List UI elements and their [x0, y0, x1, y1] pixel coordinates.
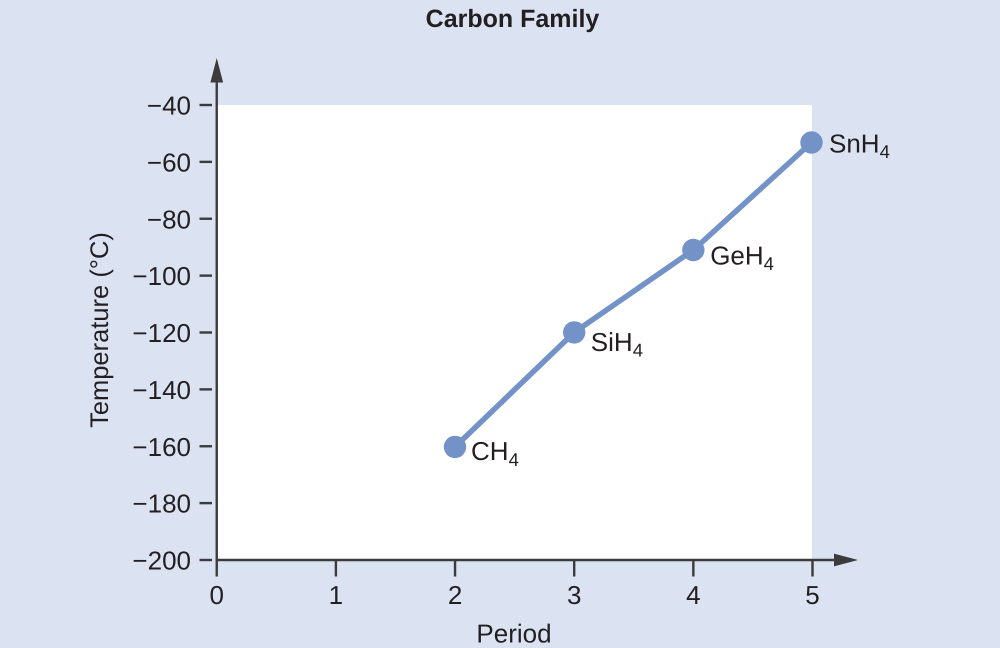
svg-text:−100: −100 — [132, 261, 191, 291]
svg-text:−140: −140 — [132, 375, 191, 405]
svg-text:−80: −80 — [147, 204, 191, 234]
svg-text:GeH4: GeH4 — [710, 241, 774, 275]
svg-text:−60: −60 — [147, 147, 191, 177]
svg-text:1: 1 — [329, 580, 343, 610]
svg-text:5: 5 — [805, 580, 819, 610]
svg-text:−180: −180 — [132, 489, 191, 519]
svg-text:−200: −200 — [132, 546, 191, 576]
svg-text:−120: −120 — [132, 318, 191, 348]
svg-text:3: 3 — [567, 580, 581, 610]
svg-text:Period: Period — [476, 619, 551, 648]
svg-text:−40: −40 — [147, 91, 191, 121]
svg-text:2: 2 — [448, 580, 462, 610]
svg-text:Carbon Family: Carbon Family — [426, 5, 600, 33]
svg-text:4: 4 — [686, 580, 700, 610]
svg-text:−160: −160 — [132, 432, 191, 462]
svg-text:0: 0 — [210, 580, 224, 610]
svg-text:SnH4: SnH4 — [829, 129, 890, 163]
svg-text:Temperature (°C): Temperature (°C) — [86, 232, 114, 428]
